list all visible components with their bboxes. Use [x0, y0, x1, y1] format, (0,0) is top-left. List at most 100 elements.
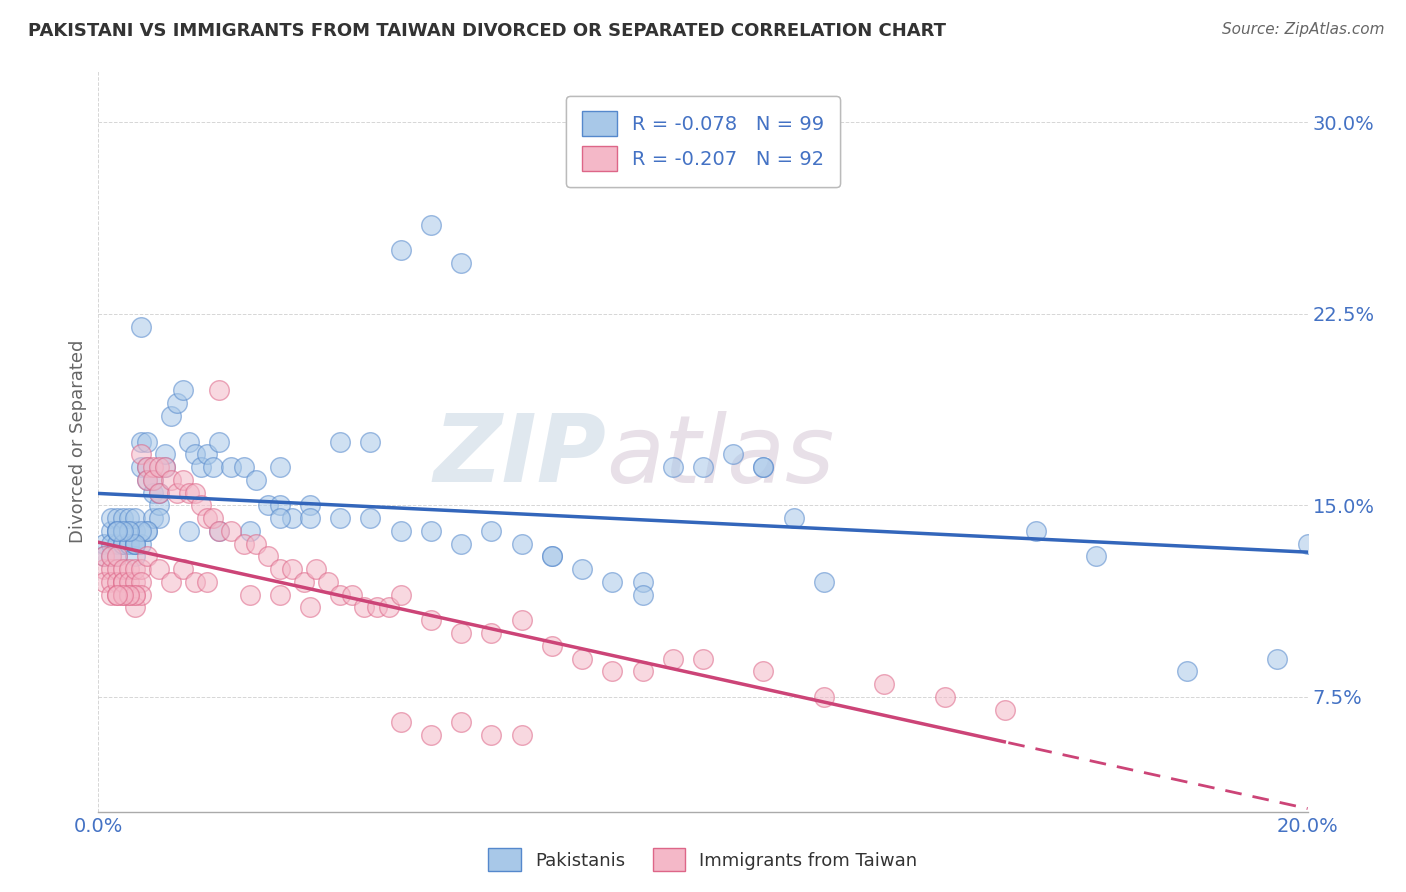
- Legend: Pakistanis, Immigrants from Taiwan: Pakistanis, Immigrants from Taiwan: [481, 841, 925, 879]
- Point: [129, 588, 152, 602]
- Point: [105, 511, 128, 525]
- Point: [135, 473, 157, 487]
- Point: [245, 536, 267, 550]
- Point: [329, 511, 352, 525]
- Point: [389, 524, 412, 538]
- Point: [100, 549, 122, 564]
- Point: [208, 524, 231, 538]
- Point: [93, 549, 115, 564]
- Point: [124, 588, 146, 602]
- Point: [129, 460, 152, 475]
- Point: [269, 588, 291, 602]
- Point: [148, 511, 170, 525]
- Y-axis label: Divorced or Separated: Divorced or Separated: [69, 340, 87, 543]
- Point: [100, 511, 122, 525]
- Point: [129, 536, 152, 550]
- Point: [1267, 651, 1289, 665]
- Point: [873, 677, 896, 691]
- Point: [166, 396, 188, 410]
- Point: [813, 574, 835, 589]
- Legend: R = -0.078   N = 99, R = -0.207   N = 92: R = -0.078 N = 99, R = -0.207 N = 92: [567, 95, 839, 186]
- Point: [148, 499, 170, 513]
- Point: [111, 574, 134, 589]
- Point: [124, 524, 146, 538]
- Point: [153, 447, 176, 461]
- Point: [135, 460, 157, 475]
- Point: [389, 715, 412, 730]
- Point: [389, 588, 412, 602]
- Point: [510, 728, 533, 742]
- Point: [100, 549, 122, 564]
- Point: [366, 600, 388, 615]
- Point: [142, 473, 165, 487]
- Point: [631, 574, 654, 589]
- Point: [281, 562, 304, 576]
- Point: [540, 549, 562, 564]
- Point: [172, 562, 194, 576]
- Point: [752, 460, 775, 475]
- Point: [135, 524, 157, 538]
- Point: [100, 574, 122, 589]
- Point: [129, 524, 152, 538]
- Point: [510, 536, 533, 550]
- Point: [105, 588, 128, 602]
- Point: [142, 511, 165, 525]
- Point: [269, 499, 291, 513]
- Point: [111, 536, 134, 550]
- Point: [450, 256, 472, 270]
- Point: [105, 536, 128, 550]
- Point: [190, 460, 212, 475]
- Point: [124, 588, 146, 602]
- Point: [420, 524, 443, 538]
- Point: [389, 243, 412, 257]
- Point: [124, 574, 146, 589]
- Point: [1296, 536, 1319, 550]
- Point: [571, 651, 593, 665]
- Point: [129, 447, 152, 461]
- Point: [93, 549, 115, 564]
- Point: [540, 549, 562, 564]
- Point: [166, 485, 188, 500]
- Point: [256, 499, 278, 513]
- Point: [360, 434, 382, 449]
- Point: [450, 536, 472, 550]
- Point: [172, 384, 194, 398]
- Point: [100, 562, 122, 576]
- Point: [105, 549, 128, 564]
- Point: [111, 562, 134, 576]
- Point: [631, 588, 654, 602]
- Point: [118, 511, 141, 525]
- Point: [124, 511, 146, 525]
- Point: [481, 524, 503, 538]
- Point: [269, 460, 291, 475]
- Point: [316, 574, 339, 589]
- Point: [305, 562, 328, 576]
- Point: [160, 473, 183, 487]
- Point: [481, 626, 503, 640]
- Point: [148, 485, 170, 500]
- Point: [118, 524, 141, 538]
- Point: [510, 613, 533, 627]
- Point: [420, 218, 443, 232]
- Point: [232, 460, 254, 475]
- Point: [111, 574, 134, 589]
- Point: [184, 485, 207, 500]
- Point: [105, 574, 128, 589]
- Point: [105, 588, 128, 602]
- Point: [111, 511, 134, 525]
- Point: [450, 715, 472, 730]
- Point: [934, 690, 956, 704]
- Point: [124, 536, 146, 550]
- Point: [93, 574, 115, 589]
- Point: [135, 549, 157, 564]
- Point: [602, 665, 624, 679]
- Point: [179, 434, 201, 449]
- Point: [118, 588, 141, 602]
- Point: [752, 460, 775, 475]
- Point: [190, 499, 212, 513]
- Point: [148, 485, 170, 500]
- Point: [783, 511, 806, 525]
- Point: [481, 728, 503, 742]
- Point: [142, 473, 165, 487]
- Point: [160, 574, 183, 589]
